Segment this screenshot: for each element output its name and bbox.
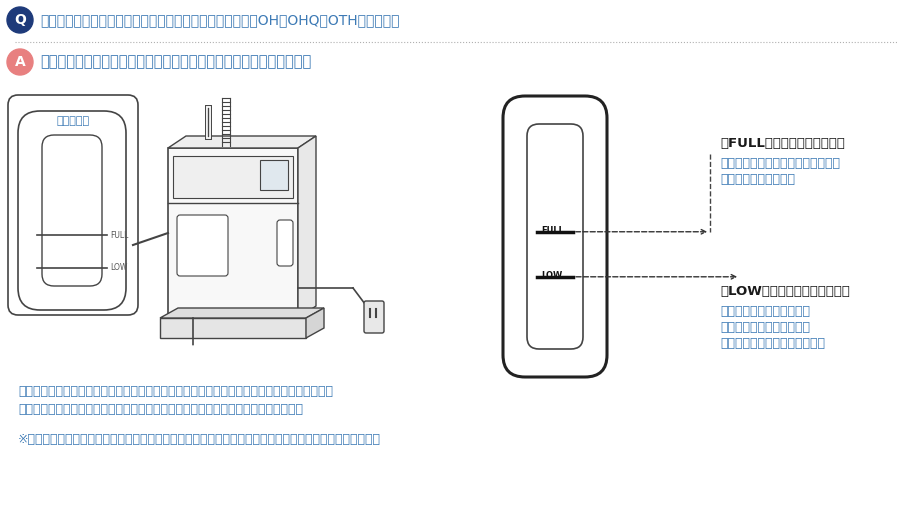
Text: 給湯機器本体にある、フロントカバーの水位確認窓で確認できます。: 給湯機器本体にある、フロントカバーの水位確認窓で確認できます。 [40, 54, 311, 69]
Text: 暖房水が減っているので、: 暖房水が減っているので、 [720, 305, 810, 318]
Text: 「LOW」の位置より少ない場合: 「LOW」の位置より少ない場合 [720, 285, 850, 298]
Polygon shape [298, 136, 316, 318]
Circle shape [7, 49, 33, 75]
Polygon shape [160, 318, 306, 338]
Circle shape [7, 7, 33, 33]
Text: FULL: FULL [541, 226, 564, 235]
Text: 暖房水の補充が必要です。: 暖房水の補充が必要です。 [720, 321, 810, 334]
Text: 異常ではありません。: 異常ではありません。 [720, 173, 795, 186]
Polygon shape [160, 308, 324, 318]
Text: 暖房水（不凍液）がどれくらい残っているかわからない（OH・OHQ・OTHシリーズ）: 暖房水（不凍液）がどれくらい残っているかわからない（OH・OHQ・OTHシリーズ… [40, 13, 400, 27]
FancyBboxPatch shape [260, 160, 288, 190]
Text: 暖房水（不凍液）に含まれる水分が蕲発して、暖房水（不凍液）の量が減ることがあります。: 暖房水（不凍液）に含まれる水分が蕲発して、暖房水（不凍液）の量が減ることがありま… [18, 385, 333, 398]
FancyBboxPatch shape [42, 135, 102, 286]
Text: 「FULL」の位置より多い場合: 「FULL」の位置より多い場合 [720, 137, 845, 150]
FancyBboxPatch shape [277, 220, 293, 266]
Text: （下記「暖房水の補充」参照）: （下記「暖房水の補充」参照） [720, 337, 825, 350]
FancyBboxPatch shape [364, 301, 384, 333]
Polygon shape [168, 136, 316, 148]
Text: ※暖房水（不凍液）の量がみえにくいときは、懐中電灯などで光を当てると見やすくなる場合があります。: ※暖房水（不凍液）の量がみえにくいときは、懐中電灯などで光を当てると見やすくなる… [18, 433, 381, 446]
Text: 水位確認窓: 水位確認窓 [57, 116, 89, 126]
Circle shape [189, 346, 197, 354]
FancyBboxPatch shape [173, 156, 293, 198]
Text: A: A [15, 55, 26, 69]
Text: LOW: LOW [541, 271, 562, 280]
FancyBboxPatch shape [18, 111, 126, 310]
Text: Q: Q [14, 13, 26, 27]
Text: ときどきフロントカバーの水位確認窓で暖房水（不凍液）の量を点検してください。: ときどきフロントカバーの水位確認窓で暖房水（不凍液）の量を点検してください。 [18, 403, 303, 416]
FancyBboxPatch shape [527, 124, 583, 349]
FancyBboxPatch shape [8, 95, 138, 315]
Text: LOW: LOW [110, 264, 128, 272]
Polygon shape [306, 308, 324, 338]
Text: 暖房水が膨張しているためであり、: 暖房水が膨張しているためであり、 [720, 157, 840, 170]
Text: FULL: FULL [110, 230, 129, 240]
FancyBboxPatch shape [503, 96, 607, 377]
FancyBboxPatch shape [168, 148, 298, 318]
FancyBboxPatch shape [177, 215, 228, 276]
